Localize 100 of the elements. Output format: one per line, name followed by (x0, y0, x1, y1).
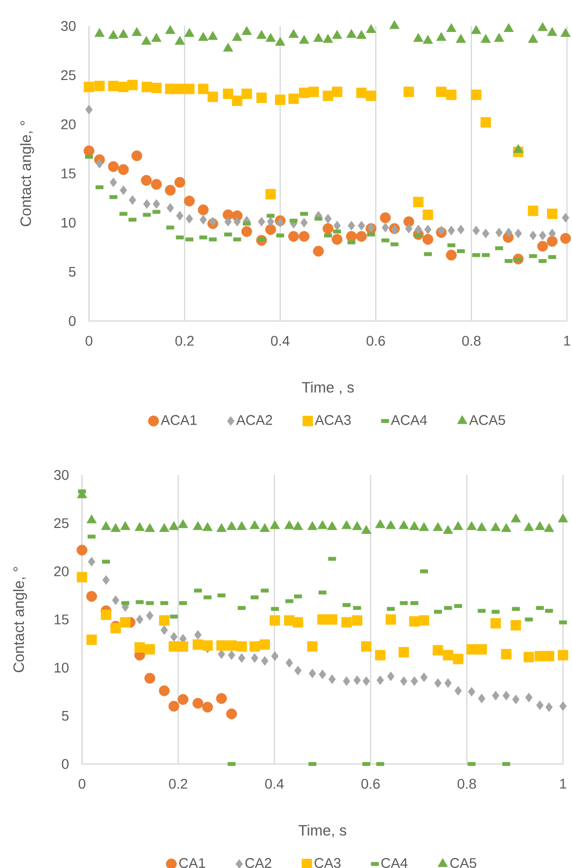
y-tick-label: 0 (62, 759, 69, 769)
point (352, 521, 362, 530)
point (544, 523, 554, 532)
legend-label: ACA4 (390, 415, 427, 425)
point (322, 34, 334, 43)
point (85, 104, 93, 114)
point (361, 641, 372, 652)
point (136, 614, 144, 624)
point (256, 92, 267, 103)
point (544, 650, 554, 662)
point (524, 652, 534, 662)
point (456, 34, 466, 43)
y-axis-title: Contact angle, ° (20, 120, 34, 226)
y-tick-label: 15 (54, 614, 69, 624)
point (174, 176, 186, 188)
point (164, 184, 176, 196)
point (528, 34, 538, 43)
y-tick-label: 25 (54, 518, 69, 528)
point (236, 641, 247, 652)
point (442, 650, 454, 660)
point (538, 22, 548, 31)
point (324, 214, 332, 224)
point (265, 188, 276, 200)
point (308, 668, 316, 678)
point (192, 698, 204, 709)
point (457, 224, 465, 234)
point (422, 34, 433, 44)
point (444, 678, 452, 688)
point (100, 609, 112, 620)
point (422, 234, 434, 245)
point (118, 29, 128, 38)
point (88, 556, 96, 566)
point (501, 523, 512, 532)
point (288, 94, 299, 104)
point (513, 144, 524, 153)
point (405, 224, 412, 234)
point (266, 216, 274, 226)
point (108, 161, 119, 172)
y-tick-label: 30 (61, 21, 76, 31)
point (118, 164, 129, 175)
point (76, 544, 88, 556)
point (446, 23, 456, 32)
point (480, 117, 491, 128)
point (146, 610, 154, 620)
point (528, 206, 538, 216)
point (208, 31, 218, 40)
point (478, 694, 486, 704)
point (332, 86, 342, 98)
point (194, 630, 202, 640)
point (265, 224, 276, 235)
point (472, 226, 480, 236)
point (510, 620, 522, 630)
point (313, 32, 324, 42)
point (216, 523, 227, 532)
point (76, 572, 88, 582)
legend-label: ACA5 (469, 415, 506, 425)
point (446, 90, 457, 100)
point (298, 88, 310, 98)
point (424, 224, 432, 234)
point (353, 675, 361, 685)
point (322, 90, 334, 102)
point (482, 228, 490, 238)
point (361, 525, 372, 534)
point (512, 694, 520, 704)
point (120, 617, 130, 628)
point (307, 521, 318, 530)
point (102, 575, 110, 585)
y-tick-label: 30 (54, 470, 69, 480)
point (317, 520, 328, 530)
point (256, 30, 267, 39)
point (300, 218, 308, 228)
point (436, 86, 446, 98)
point (228, 650, 236, 660)
point (84, 82, 94, 92)
point (346, 231, 357, 242)
point (538, 230, 546, 240)
point (422, 210, 434, 220)
y-axis-title: Contact angle, ° (13, 566, 27, 672)
point (86, 590, 98, 602)
point (322, 223, 334, 234)
point (292, 617, 304, 628)
point (366, 90, 376, 102)
point (466, 644, 477, 655)
point (505, 228, 512, 238)
point (134, 642, 145, 653)
point (476, 522, 487, 531)
point (548, 228, 556, 238)
y-tick-label: 10 (54, 662, 69, 673)
point (328, 674, 336, 684)
point (151, 32, 162, 42)
point (375, 650, 386, 660)
point (159, 523, 170, 532)
point (308, 86, 319, 98)
point (341, 520, 352, 530)
point (222, 88, 234, 100)
point (409, 616, 420, 627)
point (454, 686, 462, 696)
point (96, 158, 104, 168)
point (346, 29, 356, 38)
point (299, 34, 310, 44)
